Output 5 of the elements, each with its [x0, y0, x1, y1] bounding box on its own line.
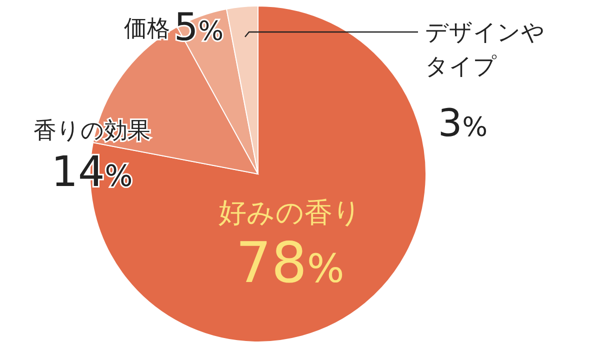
- data-label: 78%: [236, 231, 344, 296]
- slice-label: 好みの香り: [218, 196, 362, 229]
- data-label: 3%: [438, 101, 488, 145]
- slice-label: デザインやタイプ: [425, 20, 545, 80]
- slice-label: 価格: [124, 16, 170, 42]
